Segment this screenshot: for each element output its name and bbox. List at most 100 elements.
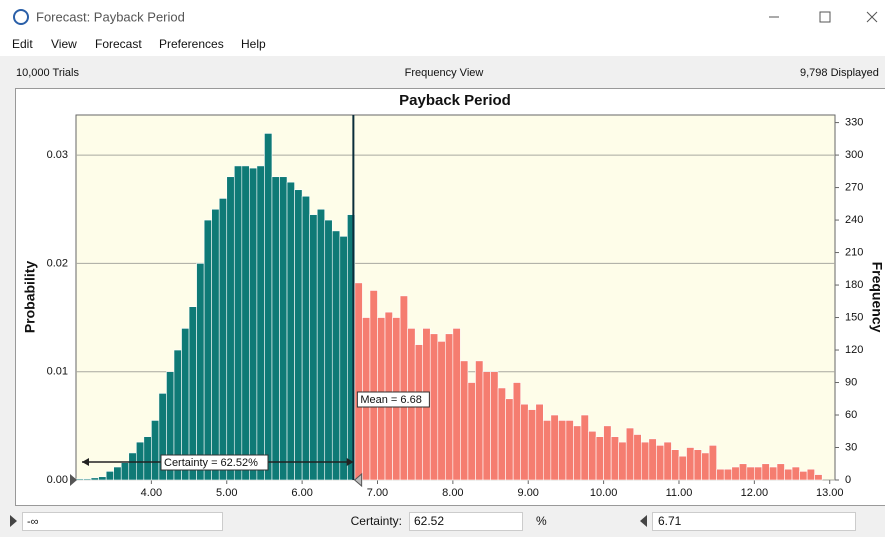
bar	[791, 466, 800, 481]
app-icon	[13, 9, 29, 25]
x-tick-label: 6.00	[291, 487, 312, 499]
certainty-box	[160, 454, 269, 471]
upper-field[interactable]	[652, 512, 856, 531]
window-title: Forecast: Payback Period	[36, 9, 185, 24]
menu-item[interactable]: Help	[241, 37, 266, 51]
bar	[806, 468, 815, 481]
lower-grabber[interactable]	[10, 515, 17, 527]
upper-value: 6.71	[658, 514, 682, 528]
y2-axis-title: Frequency	[869, 262, 885, 333]
bar	[550, 414, 559, 481]
bar	[241, 165, 250, 481]
bar	[671, 449, 680, 481]
bar	[565, 420, 574, 481]
title-bar	[0, 0, 885, 34]
x-tick-label: 9.00	[518, 487, 539, 499]
y-tick-label: 0.02	[47, 257, 68, 269]
certainty-field[interactable]	[409, 512, 523, 531]
close[interactable]	[866, 11, 878, 23]
bar	[249, 167, 258, 481]
bar	[188, 306, 197, 481]
bar	[475, 360, 484, 481]
bar	[656, 445, 665, 481]
x-tick-label: 7.00	[367, 487, 388, 499]
bar	[610, 436, 619, 481]
certainty-value: 62.52	[414, 514, 444, 528]
menu-bar	[0, 34, 885, 56]
bar	[105, 471, 114, 481]
lower-marker[interactable]	[70, 474, 77, 486]
bar	[143, 436, 152, 481]
bar	[497, 387, 506, 481]
y-tick-label: 0.00	[47, 474, 68, 486]
trials: 10,000 Trials	[16, 67, 79, 79]
bar	[226, 176, 235, 481]
displayed: 9,798 Displayed	[800, 67, 879, 79]
y-tick-label: 0.01	[47, 366, 68, 378]
bar	[128, 452, 137, 481]
bar	[218, 198, 228, 481]
menu-item[interactable]: Preferences	[159, 37, 224, 51]
menu-item[interactable]: Edit	[12, 37, 33, 51]
bar	[512, 382, 521, 481]
bar	[633, 434, 642, 481]
bar	[716, 468, 725, 481]
upper-grabber[interactable]	[640, 515, 647, 527]
bar	[83, 478, 92, 481]
bar	[776, 463, 785, 481]
bar	[708, 445, 717, 481]
bar	[761, 463, 770, 481]
y2-tick-label: 270	[845, 181, 863, 193]
y2-tick-label: 180	[845, 279, 863, 291]
lower-value: -∞	[27, 516, 39, 528]
menu-item[interactable]: Forecast	[95, 37, 142, 51]
bar	[490, 371, 499, 481]
x-tick-label: 12.00	[741, 487, 769, 499]
mean-box	[356, 391, 430, 408]
bar	[648, 438, 657, 481]
bar	[663, 441, 672, 481]
chart-title: Payback Period	[399, 92, 511, 109]
y-axis-title: Probability	[22, 261, 38, 334]
bar	[369, 290, 378, 481]
bar	[754, 466, 763, 481]
menu-item[interactable]: View	[51, 37, 77, 51]
bar	[588, 430, 597, 481]
bar	[520, 403, 529, 481]
bar	[535, 403, 544, 481]
bar	[580, 414, 589, 481]
bar	[75, 478, 84, 481]
y2-tick-label: 300	[845, 149, 863, 161]
bar	[731, 466, 740, 481]
bar	[573, 425, 582, 481]
bar	[316, 208, 326, 481]
y-tick-label: 0.03	[47, 149, 68, 161]
view: Frequency View	[405, 67, 484, 79]
bar	[482, 371, 491, 481]
mean-label: Mean = 6.68	[360, 394, 421, 406]
bar	[460, 360, 469, 481]
bar	[279, 176, 288, 481]
bar	[120, 462, 130, 481]
bar	[445, 333, 454, 481]
x-tick-label: 10.00	[590, 487, 618, 499]
y2-tick-label: 0	[845, 474, 851, 486]
bar	[814, 474, 823, 481]
bar	[399, 295, 408, 481]
bar	[135, 441, 145, 481]
bar	[618, 441, 627, 481]
bar	[256, 165, 265, 481]
maximize[interactable]	[819, 11, 831, 23]
bar	[98, 476, 107, 481]
bar	[543, 420, 552, 481]
certainty-label: Certainty:	[351, 514, 402, 528]
lower-field[interactable]	[22, 512, 223, 531]
y2-tick-label: 60	[845, 409, 857, 421]
bar	[558, 420, 567, 481]
bar	[301, 195, 310, 481]
x-tick-label: 8.00	[442, 487, 463, 499]
bar	[784, 468, 793, 481]
x-tick-label: 11.00	[666, 487, 693, 499]
bar	[429, 333, 439, 481]
